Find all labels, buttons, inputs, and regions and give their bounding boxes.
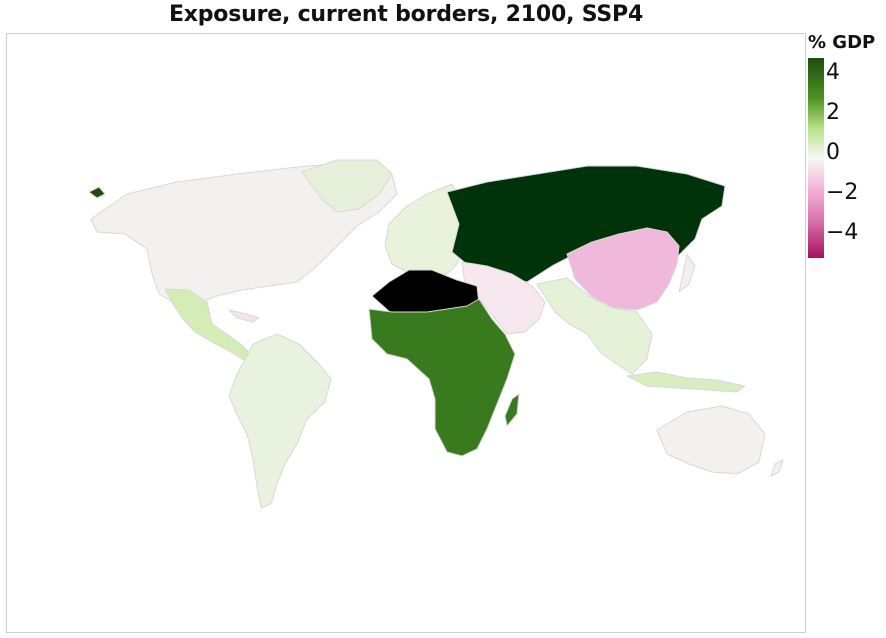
world-map [88,159,784,509]
region-indonesia [626,371,746,393]
legend-tick-label: −4 [826,220,859,245]
region-madagascar [504,393,520,427]
legend-tick-label: 0 [826,140,840,165]
region-china [566,227,680,311]
region-japan [678,253,696,293]
region-alaska [88,186,106,199]
legend-tick-label: −2 [826,180,859,205]
region-mexico [164,288,256,363]
region-south-asia [536,277,653,375]
region-new-zealand [770,459,784,477]
region-south-america [228,333,332,509]
legend-tick-label: 4 [826,60,840,85]
region-australia [656,405,766,475]
map-title: Exposure, current borders, 2100, SSP4 [168,2,644,27]
legend-title: % GDP [808,32,876,53]
region-caribbean [228,309,260,323]
region-greenland [301,159,393,213]
region-sub-saharan-africa [368,298,516,457]
legend-tick-label: 2 [826,100,840,125]
legend-color-bar [808,58,824,258]
map-frame [6,33,806,633]
